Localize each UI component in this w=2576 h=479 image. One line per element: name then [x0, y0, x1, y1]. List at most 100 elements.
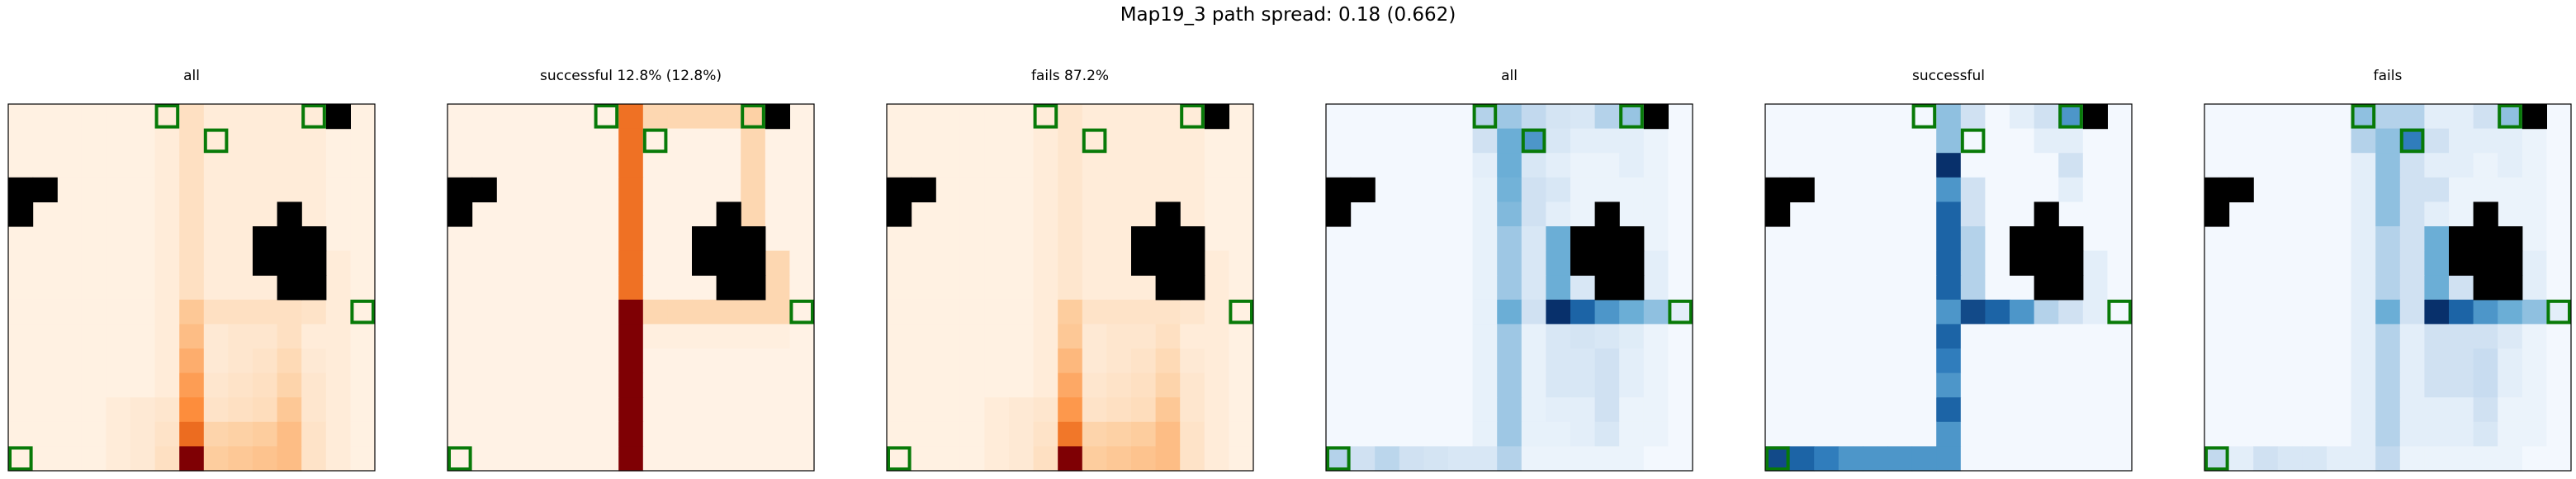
heatmap-cell [1082, 446, 1107, 472]
heatmap-cell [2424, 299, 2450, 325]
heatmap-cell [1521, 372, 1546, 398]
heatmap-cell [301, 372, 327, 398]
heatmap-cell [1570, 128, 1596, 154]
heatmap-cell [741, 202, 766, 227]
heatmap-cell [301, 421, 327, 447]
heatmap-cell [228, 250, 253, 276]
wall-cell [1594, 275, 1620, 301]
goal-marker [2351, 104, 2376, 129]
heatmap-cell [1643, 153, 1669, 178]
heatmap-cell [520, 324, 546, 349]
heatmap-cell [81, 275, 107, 301]
heatmap-cell [2228, 128, 2254, 154]
heatmap-cell [2399, 226, 2425, 252]
heatmap-cell [1911, 226, 1937, 252]
heatmap-cell [2449, 202, 2474, 227]
heatmap-cell [642, 250, 668, 276]
heatmap-cell [228, 324, 253, 349]
heatmap-cell [1180, 397, 1205, 423]
heatmap-cell [130, 177, 156, 202]
heatmap-cell [1619, 299, 1645, 325]
heatmap-cell [1594, 324, 1620, 349]
heatmap-cell [1204, 153, 1229, 178]
heatmap-cell [301, 446, 327, 472]
heatmap-cell [1936, 299, 1962, 325]
heatmap-cell [277, 177, 302, 202]
heatmap-cell [496, 299, 522, 325]
heatmap-cell [130, 226, 156, 252]
heatmap-cell [1082, 372, 1107, 398]
heatmap-cell [1399, 324, 1424, 349]
heatmap-cell [471, 153, 497, 178]
heatmap-cell [545, 177, 571, 202]
heatmap-cell [106, 421, 131, 447]
heatmap-cell [32, 226, 58, 252]
heatmap-cell [350, 446, 376, 472]
heatmap-cell [2058, 177, 2084, 202]
heatmap-cell [228, 104, 253, 130]
heatmap-cell [253, 421, 278, 447]
heatmap-cell [2351, 250, 2376, 276]
heatmap-cell [935, 153, 961, 178]
heatmap-cell [253, 372, 278, 398]
heatmap-cell [570, 250, 595, 276]
heatmap-cell [471, 250, 497, 276]
heatmap-cell [667, 226, 693, 252]
heatmap-cell [8, 397, 34, 423]
heatmap-cell [203, 177, 229, 202]
heatmap-cell [2107, 397, 2133, 423]
heatmap-cell [1399, 372, 1424, 398]
heatmap-cell [325, 153, 351, 178]
heatmap-cell [2253, 177, 2279, 202]
heatmap-cell [106, 202, 131, 227]
heatmap-cell [1326, 324, 1352, 349]
heatmap-cell [1985, 446, 2010, 472]
heatmap-cell [301, 397, 327, 423]
heatmap-cell [154, 177, 180, 202]
heatmap-cell [2375, 275, 2401, 301]
heatmap-cell [301, 202, 327, 227]
heatmap-cell [1350, 153, 1376, 178]
heatmap-cell [2375, 324, 2401, 349]
heatmap-cell [496, 202, 522, 227]
heatmap-cell [2228, 153, 2254, 178]
heatmap-cell [2351, 421, 2376, 447]
heatmap-cell [2424, 372, 2450, 398]
heatmap-cell [1887, 177, 1913, 202]
heatmap-cell [2082, 275, 2108, 301]
heatmap-cell [1497, 226, 1522, 252]
heatmap-cell [447, 324, 473, 349]
heatmap-cell [642, 177, 668, 202]
heatmap-cell [1033, 446, 1058, 472]
heatmap-cell [959, 299, 985, 325]
heatmap-cell [765, 128, 790, 154]
wall-cell [1765, 202, 1791, 227]
heatmap-cell [2228, 421, 2254, 447]
heatmap-cell [642, 128, 668, 154]
heatmap-cell [1570, 372, 1596, 398]
heatmap-cell [1546, 349, 1571, 374]
heatmap-cell [2424, 397, 2450, 423]
heatmap-cell [959, 324, 985, 349]
heatmap-cell [1546, 250, 1571, 276]
heatmap-cell [2399, 446, 2425, 472]
heatmap-cell [1204, 275, 1229, 301]
heatmap-cell [642, 299, 668, 325]
heatmap-cell [1229, 226, 1254, 252]
heatmap-cell [692, 446, 717, 472]
heatmap-cell [2424, 104, 2450, 130]
heatmap-cell [1033, 226, 1058, 252]
heatmap-cell [2253, 397, 2279, 423]
heatmap-cell [1814, 324, 1840, 349]
heatmap-cell [496, 226, 522, 252]
heatmap-cell [959, 202, 985, 227]
heatmap-cell [716, 446, 741, 472]
heatmap-cell [2351, 202, 2376, 227]
panel-title-4: all [1501, 68, 1518, 84]
heatmap-cell [2107, 104, 2133, 130]
heatmap-cell [2327, 153, 2352, 178]
panel-title-3: fails 87.2% [1030, 68, 1110, 84]
heatmap-cell [1521, 128, 1546, 154]
heatmap-cell [911, 250, 936, 276]
panel-frame [2204, 103, 2572, 472]
